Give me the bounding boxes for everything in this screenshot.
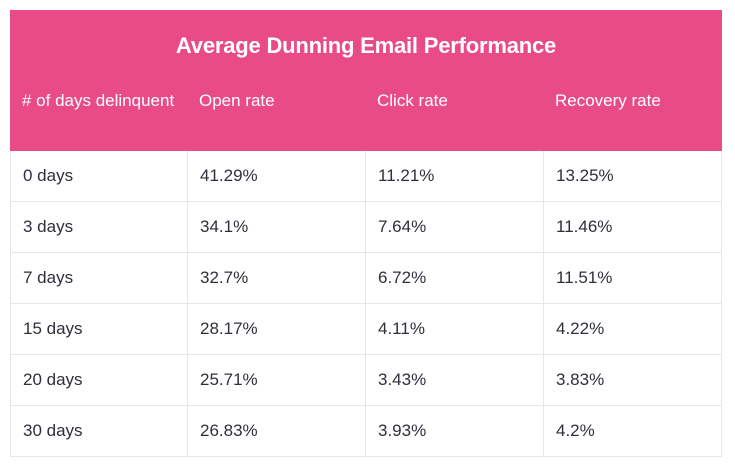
cell-click-rate: 3.43% [365, 355, 543, 405]
table-row: 15 days 28.17% 4.11% 4.22% [10, 304, 722, 355]
cell-recovery-rate: 11.46% [543, 202, 722, 252]
cell-open-rate: 25.71% [187, 355, 365, 405]
column-header-recovery-rate: Recovery rate [555, 91, 661, 110]
cell-days-delinquent: 20 days [10, 355, 187, 405]
column-header-row: # of days delinquent Open rate Click rat… [10, 80, 722, 151]
cell-open-rate: 26.83% [187, 406, 365, 456]
cell-days-delinquent: 30 days [10, 406, 187, 456]
table-row: 0 days 41.29% 11.21% 13.25% [10, 151, 722, 202]
cell-days-delinquent: 3 days [10, 202, 187, 252]
cell-open-rate: 28.17% [187, 304, 365, 354]
cell-recovery-rate: 4.2% [543, 406, 722, 456]
cell-open-rate: 32.7% [187, 253, 365, 303]
column-header-days-delinquent: # of days delinquent [22, 91, 175, 110]
table-row: 3 days 34.1% 7.64% 11.46% [10, 202, 722, 253]
table-row: 20 days 25.71% 3.43% 3.83% [10, 355, 722, 406]
cell-days-delinquent: 0 days [10, 151, 187, 201]
cell-click-rate: 4.11% [365, 304, 543, 354]
cell-click-rate: 7.64% [365, 202, 543, 252]
cell-click-rate: 3.93% [365, 406, 543, 456]
cell-open-rate: 41.29% [187, 151, 365, 201]
dunning-performance-table: Average Dunning Email Performance # of d… [10, 10, 722, 457]
cell-days-delinquent: 15 days [10, 304, 187, 354]
cell-recovery-rate: 11.51% [543, 253, 722, 303]
table-row: 7 days 32.7% 6.72% 11.51% [10, 253, 722, 304]
cell-click-rate: 11.21% [365, 151, 543, 201]
table-title: Average Dunning Email Performance [175, 33, 557, 58]
cell-click-rate: 6.72% [365, 253, 543, 303]
column-header-click-rate: Click rate [377, 91, 448, 110]
table-row: 30 days 26.83% 3.93% 4.2% [10, 406, 722, 457]
column-header-open-rate: Open rate [199, 91, 275, 110]
table-header: Average Dunning Email Performance # of d… [10, 10, 722, 151]
cell-recovery-rate: 3.83% [543, 355, 722, 405]
cell-recovery-rate: 4.22% [543, 304, 722, 354]
cell-recovery-rate: 13.25% [543, 151, 722, 201]
cell-open-rate: 34.1% [187, 202, 365, 252]
cell-days-delinquent: 7 days [10, 253, 187, 303]
